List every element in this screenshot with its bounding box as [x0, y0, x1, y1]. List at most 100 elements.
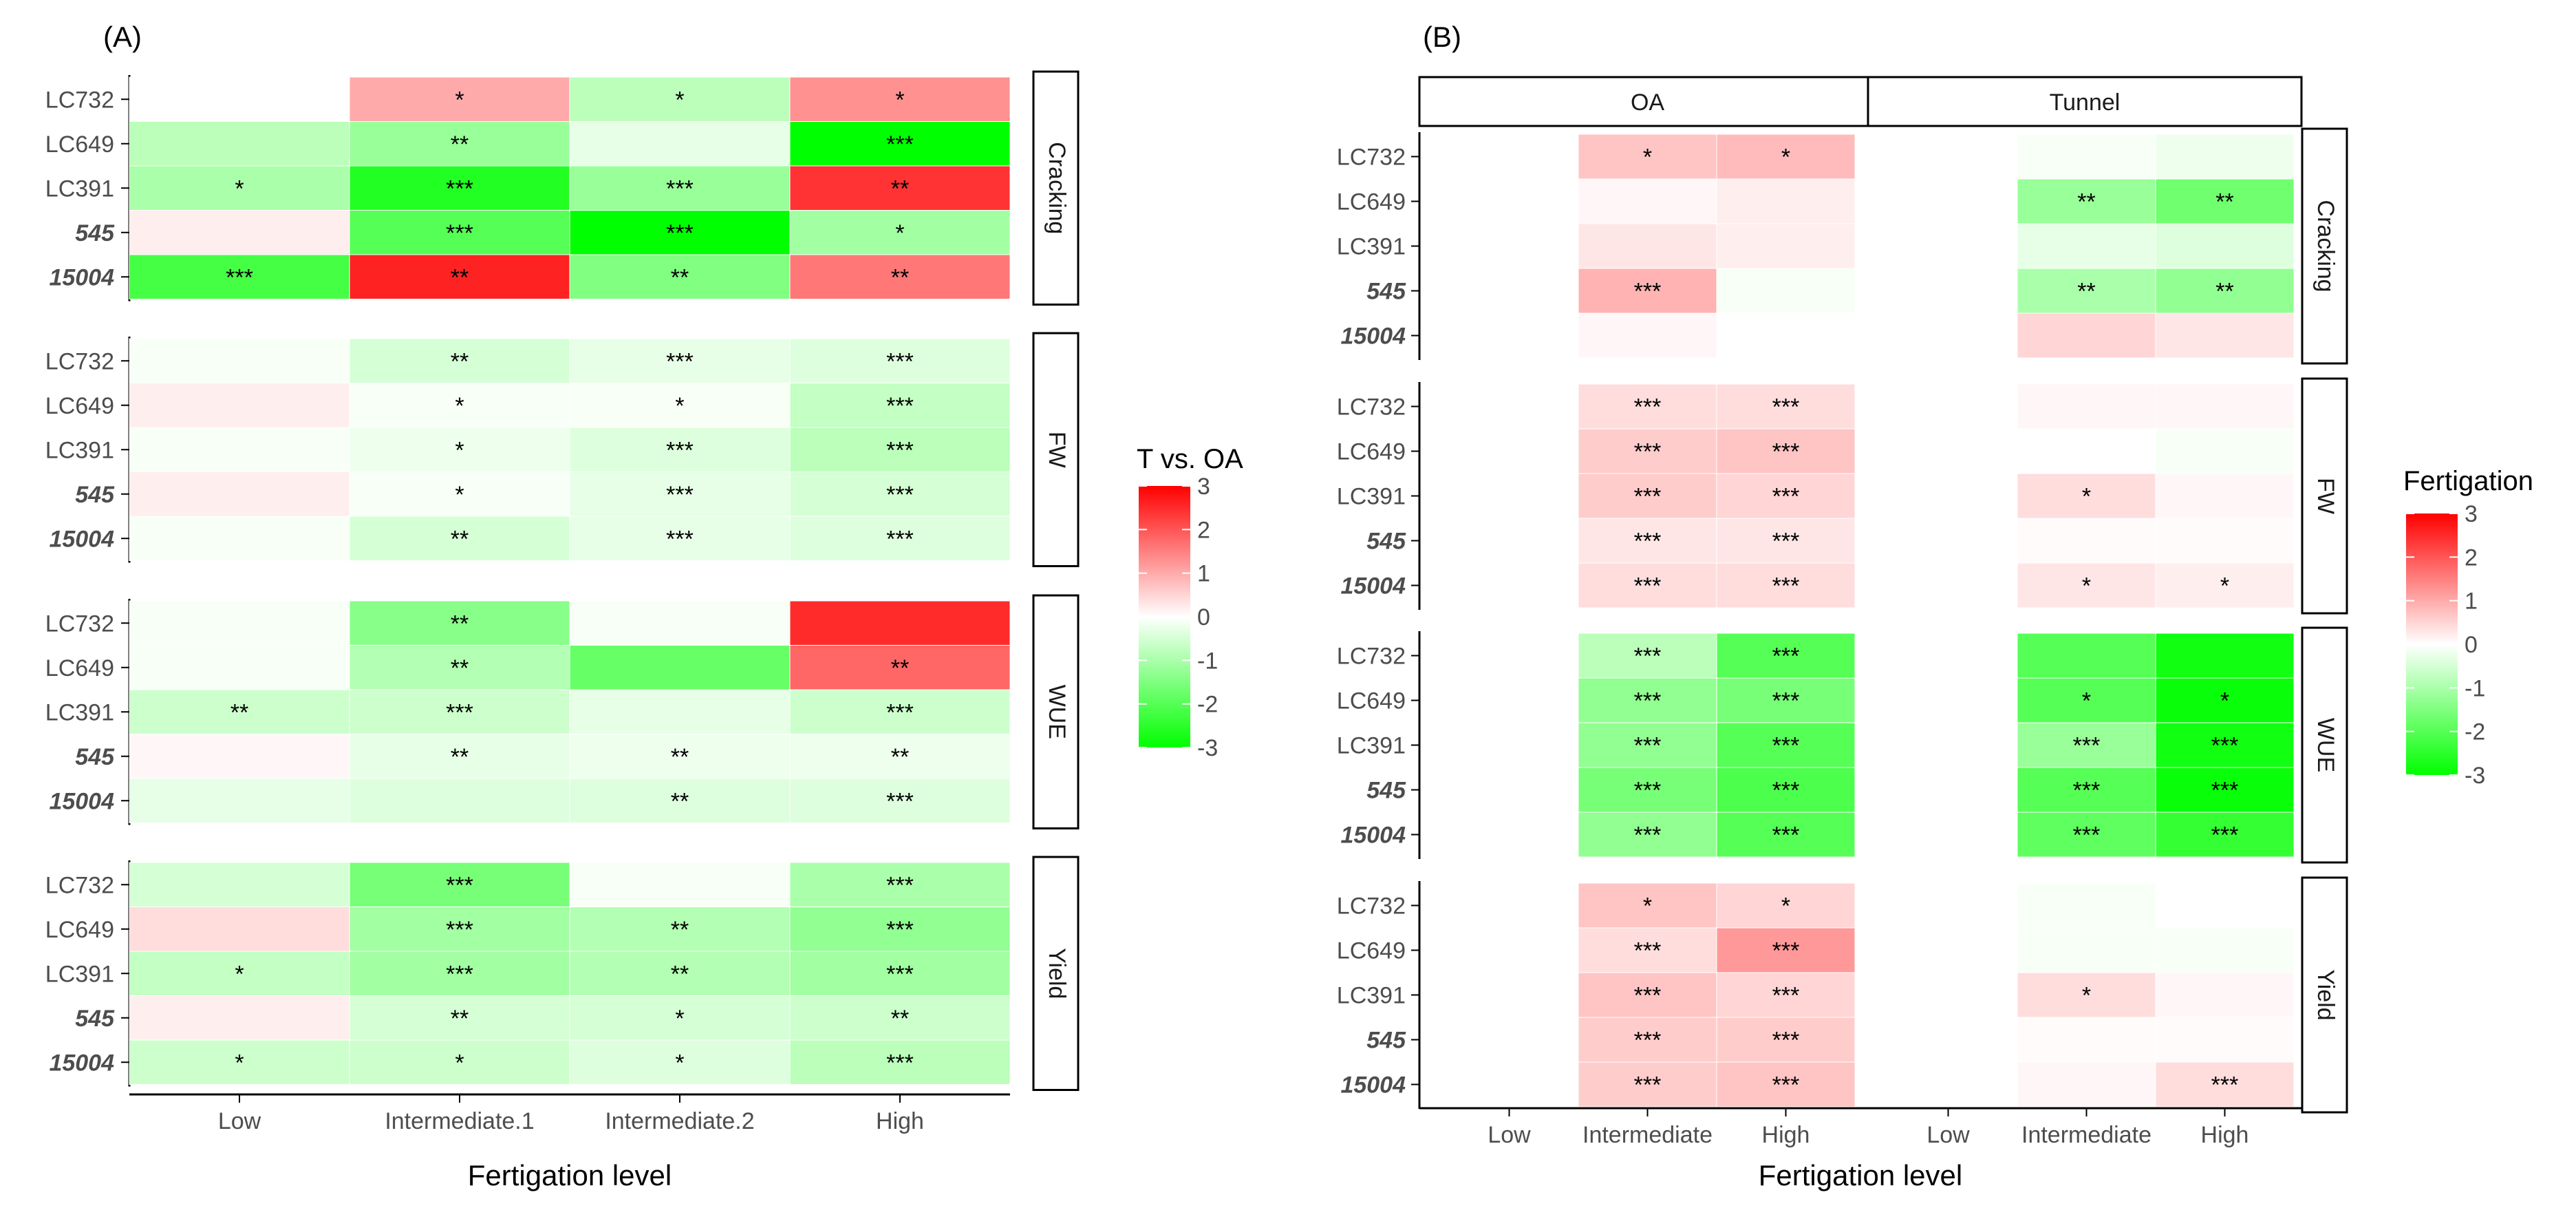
row-label: 15004: [49, 264, 114, 290]
legend-a-tick-label: 2: [1197, 517, 1210, 543]
heatmap-cell: [1578, 1017, 1717, 1063]
significance-label: **: [451, 655, 469, 681]
heatmap-cell: [349, 516, 570, 561]
heatmap-cell: [2155, 633, 2295, 679]
significance-label: *: [675, 393, 684, 419]
significance-label: **: [671, 788, 689, 814]
row-label: 545: [75, 482, 115, 508]
x-tick-label: Low: [218, 1108, 261, 1134]
row-label: 15004: [1340, 1072, 1406, 1099]
heatmap-cell: [1578, 812, 1717, 858]
heatmap-cell: [2155, 767, 2295, 813]
significance-label: ***: [886, 526, 914, 552]
heatmap-cell: [129, 516, 350, 561]
heatmap-cell: [349, 210, 570, 255]
significance-label: ***: [886, 699, 914, 725]
row-label: 545: [75, 1006, 115, 1032]
heatmap-cell: [789, 600, 1011, 646]
significance-label: *: [675, 87, 684, 113]
significance-label: ***: [1772, 484, 1800, 510]
heatmap-cell: [789, 907, 1011, 952]
significance-label: ***: [666, 437, 694, 463]
facet-strip: [1032, 332, 1080, 567]
heatmap-cell: [569, 121, 791, 167]
heatmap-cell: [2017, 722, 2156, 768]
heatmap-cell: [569, 210, 791, 255]
significance-label: ***: [1772, 573, 1800, 600]
significance-label: ***: [1634, 529, 1662, 555]
heatmap-cell: [789, 689, 1011, 734]
heatmap-cell: [1578, 428, 1717, 474]
heatmap-cell: [1716, 268, 1856, 314]
significance-label: ***: [446, 176, 473, 202]
significance-label: ***: [666, 482, 694, 508]
heatmap-cell: [2155, 473, 2295, 519]
row-label: 545: [1366, 279, 1406, 305]
significance-label: ***: [1634, 733, 1662, 759]
significance-label: *: [895, 220, 904, 246]
legend-b-tick-label: 0: [2465, 632, 2478, 658]
heatmap-cell: [349, 734, 570, 779]
heatmap-cell: [129, 210, 350, 255]
significance-label: **: [451, 744, 469, 770]
heatmap-cell: [2155, 312, 2295, 359]
heatmap-cell: [1578, 312, 1717, 359]
legend-a-title: T vs. OA: [1137, 444, 1243, 474]
panel-label-b: (B): [1423, 21, 1461, 53]
heatmap-cell: [2017, 882, 2156, 929]
heatmap-cell: [789, 427, 1011, 472]
significance-label: ***: [1772, 529, 1800, 555]
heatmap-cell: [129, 121, 350, 167]
heatmap-cell: [2155, 972, 2295, 1018]
facet-strip: [2301, 127, 2348, 365]
significance-label: **: [2215, 279, 2233, 305]
row-label: 15004: [49, 1050, 114, 1076]
significance-label: **: [451, 526, 469, 552]
facet-label: WUE: [2312, 718, 2339, 772]
legend-b-title: Fertigation: [2403, 466, 2533, 496]
significance-label: *: [1781, 893, 1790, 920]
significance-label: **: [891, 176, 909, 202]
significance-label: *: [2220, 573, 2229, 600]
heatmap-cell: [1716, 767, 1856, 813]
heatmap-cell: [569, 689, 791, 734]
row-label: LC391: [1337, 983, 1406, 1009]
facet-strip: [1032, 856, 1080, 1091]
heatmap-cell: [789, 995, 1011, 1041]
significance-label: ***: [1634, 938, 1662, 964]
heatmap-cell: [2155, 1017, 2295, 1063]
row-label: 545: [75, 220, 115, 246]
heatmap-cell: [1578, 677, 1717, 723]
significance-label: ***: [1634, 644, 1662, 670]
significance-label: *: [2220, 688, 2229, 714]
row-label: LC732: [1337, 145, 1406, 171]
heatmap-cell: [2017, 428, 2156, 474]
significance-label: ***: [2211, 733, 2239, 759]
significance-label: ***: [1772, 688, 1800, 714]
row-label: 15004: [49, 788, 114, 814]
heatmap-cell: [1716, 927, 1856, 973]
significance-label: **: [671, 961, 689, 987]
column-facet-label: Tunnel: [2050, 89, 2121, 116]
significance-label: **: [2077, 189, 2095, 215]
significance-label: *: [2082, 983, 2091, 1009]
significance-label: **: [891, 264, 909, 290]
heatmap-cell: [569, 907, 791, 952]
significance-label: ***: [666, 348, 694, 374]
heatmap-cell: [129, 600, 350, 646]
heatmap-cell: [2155, 428, 2295, 474]
facet-strip: [2301, 377, 2348, 615]
significance-label: *: [455, 393, 464, 419]
significance-label: **: [451, 1006, 469, 1032]
heatmap-cell: [349, 995, 570, 1041]
heatmap-cell: [2017, 1017, 2156, 1063]
significance-label: ***: [1772, 644, 1800, 670]
heatmap-cell: [2017, 812, 2156, 858]
significance-label: *: [2082, 688, 2091, 714]
significance-label: ***: [1772, 983, 1800, 1009]
significance-label: ***: [2073, 778, 2101, 804]
heatmap-cell: [1578, 562, 1717, 608]
heatmap-cell: [349, 254, 570, 299]
row-label: LC391: [1337, 733, 1406, 759]
row-label: LC732: [1337, 394, 1406, 421]
